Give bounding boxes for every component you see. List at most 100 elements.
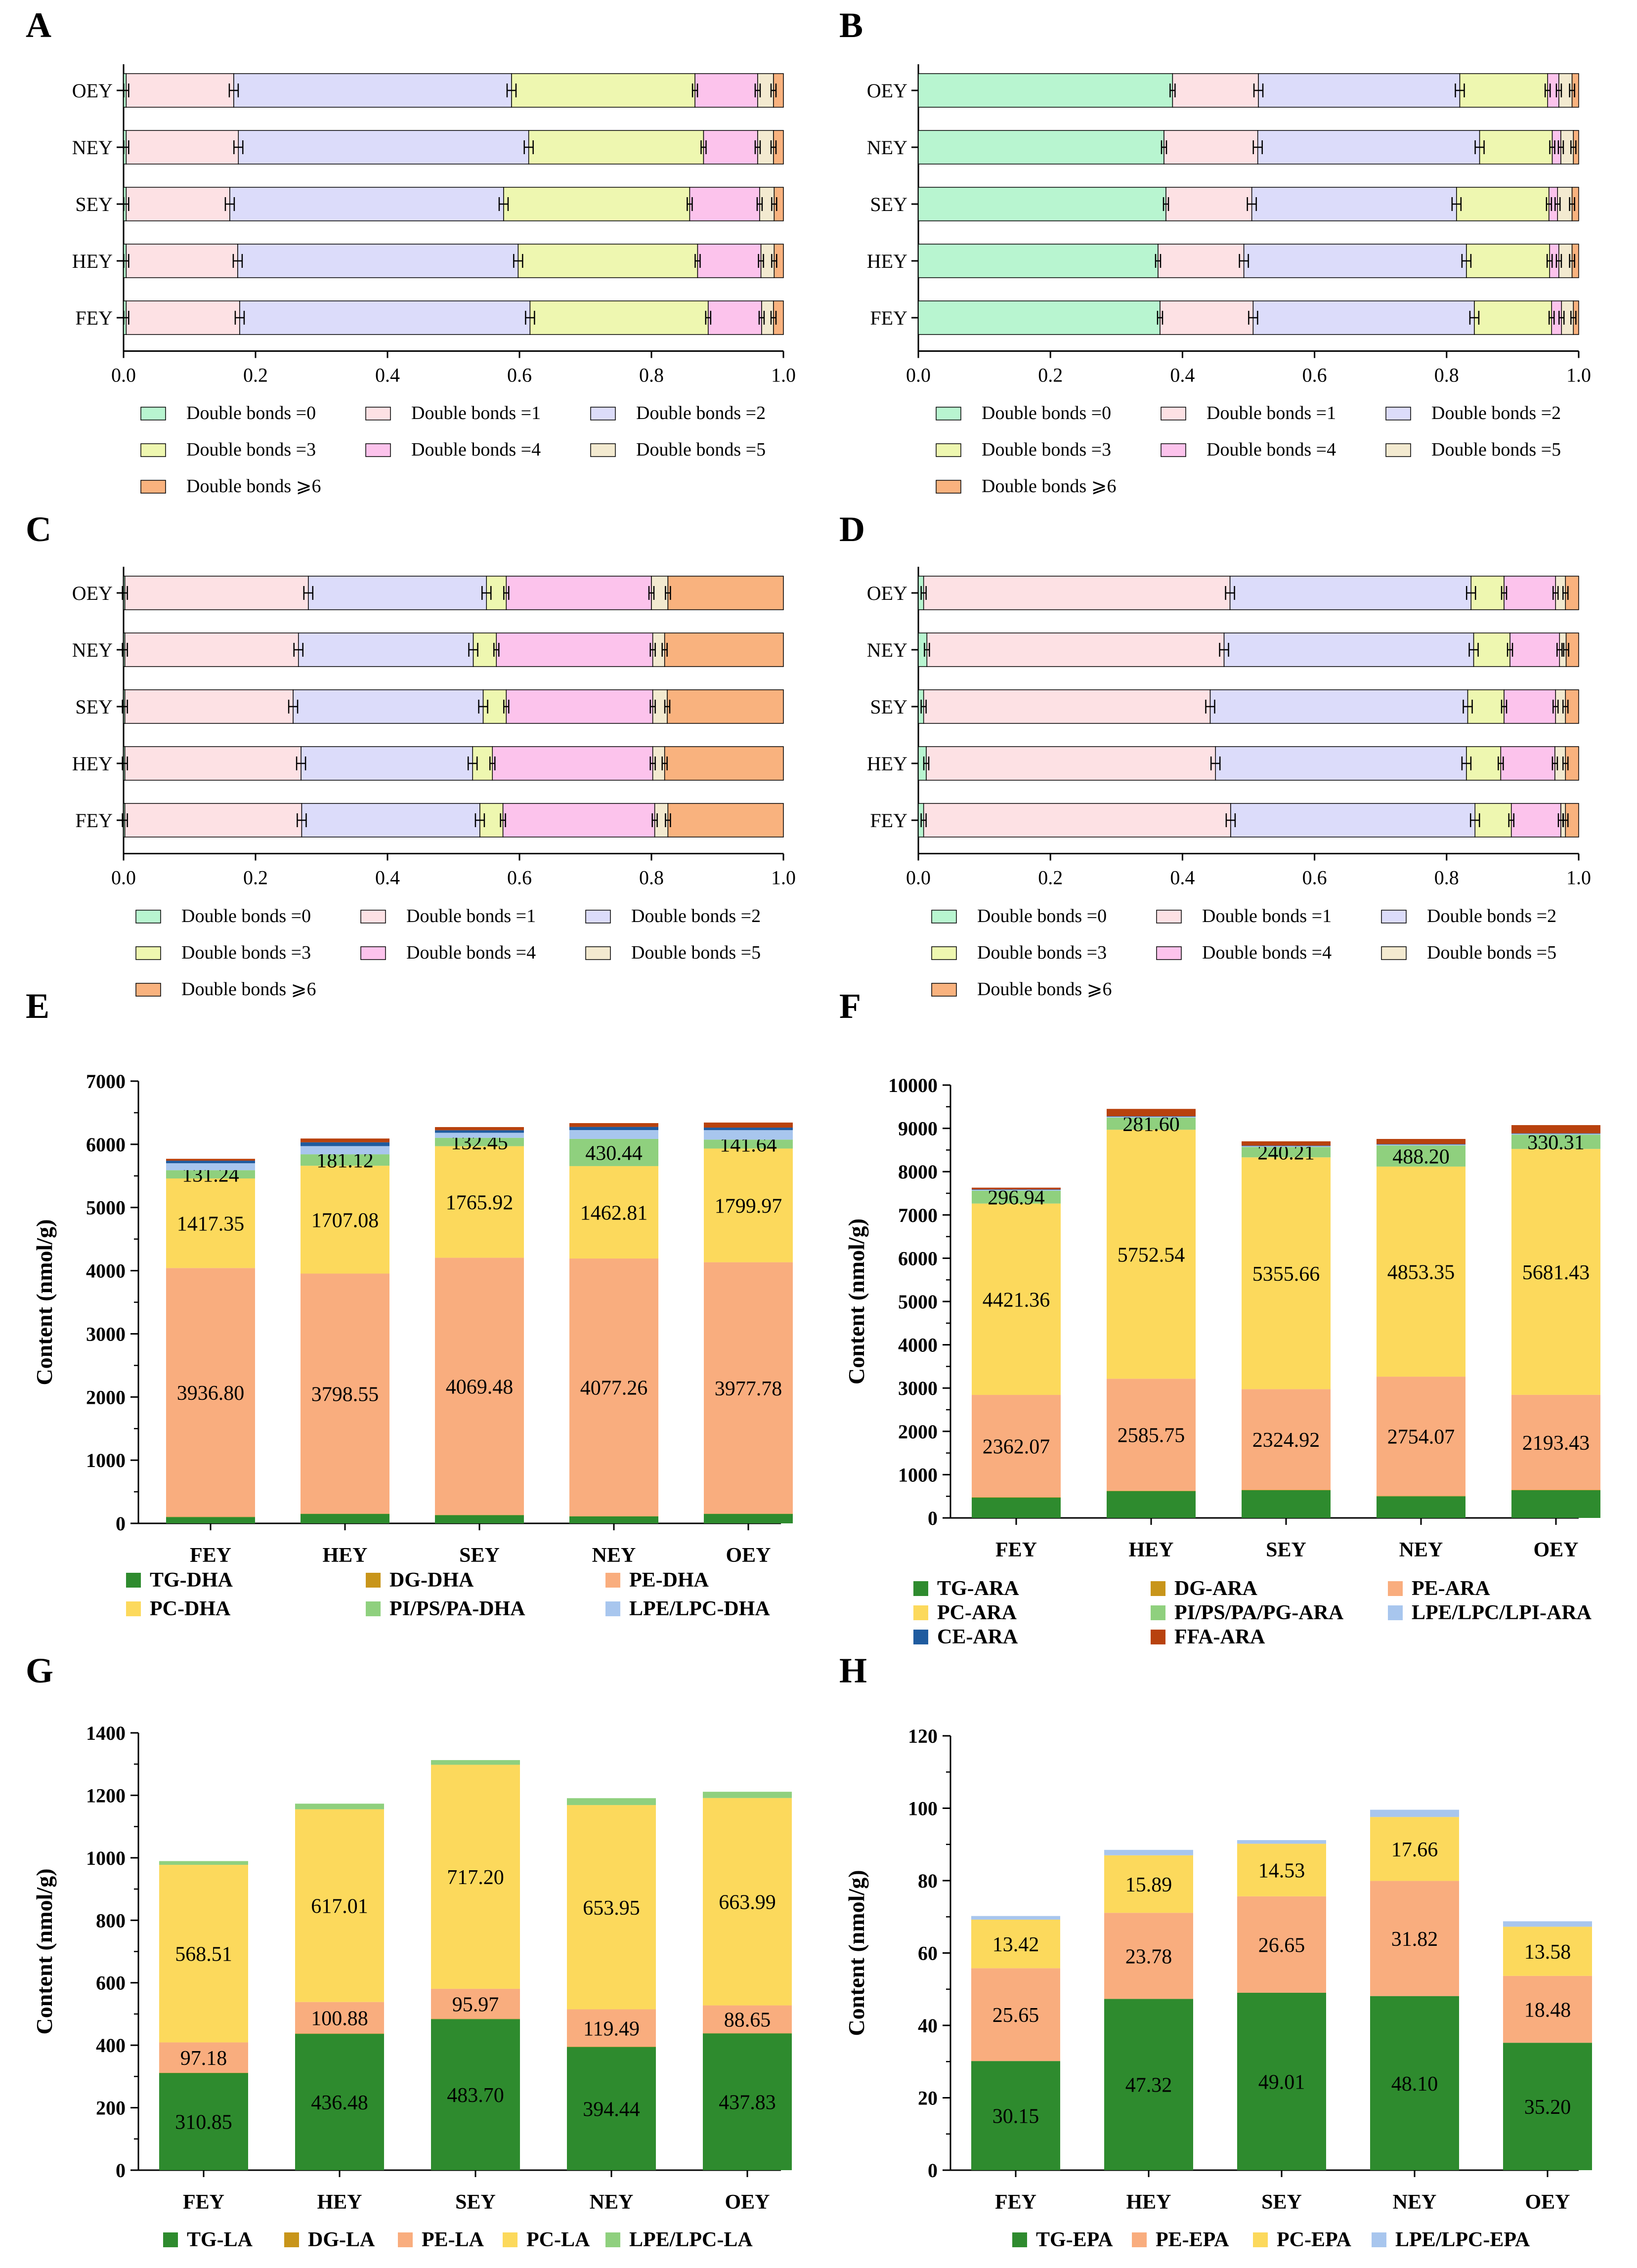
category-label: OEY [1533, 1539, 1578, 1561]
error-bar [1546, 197, 1552, 211]
error-bar [1498, 756, 1504, 770]
legend-label: PC-ARA [937, 1601, 1017, 1624]
legend-label: Double bonds =2 [1427, 906, 1556, 926]
legend-swatch [913, 1581, 928, 1596]
bar-segment [1209, 689, 1468, 724]
bar-segment [569, 1130, 658, 1139]
legend-label: PE-LA [422, 2228, 484, 2251]
data-label: 4069.48 [446, 1376, 514, 1399]
error-bar [1501, 700, 1508, 714]
legend-label: Double bonds =5 [636, 439, 766, 460]
category-label: SEY [870, 193, 907, 215]
category-label: HEY [1126, 2191, 1171, 2214]
bar-segment [1107, 1491, 1196, 1518]
bar-segment [295, 2034, 384, 2170]
error-bar [1169, 84, 1176, 97]
bar-segment [1503, 1975, 1592, 2043]
legend-swatch [590, 407, 616, 420]
error-bar [506, 84, 517, 97]
category-label: OEY [725, 2191, 770, 2214]
data-label: 35.20 [1524, 2096, 1571, 2119]
bar-segment [1473, 632, 1510, 667]
legend-label: DG-ARA [1174, 1577, 1258, 1600]
bar-segment [1470, 576, 1505, 610]
error-bar [920, 700, 927, 714]
bar-segment [918, 130, 1164, 165]
error-bar [1157, 311, 1163, 325]
bar-segment [1237, 1993, 1326, 2170]
legend-swatch [135, 983, 161, 997]
x-tick-label: 0.2 [1038, 364, 1063, 386]
error-bar [1474, 140, 1485, 154]
bar-segment [511, 73, 695, 108]
bar-segment [923, 689, 1211, 724]
legend-label: LPE/LPC-LA [629, 2228, 753, 2251]
data-label: 48.10 [1391, 2073, 1438, 2096]
bar-segment [1377, 1496, 1465, 1518]
bar-segment [704, 1128, 793, 1131]
category-label: HEY [72, 250, 113, 272]
bar-segment [159, 1865, 248, 2043]
error-bar [303, 586, 314, 600]
bar-segment [664, 746, 784, 781]
bar-segment [517, 244, 698, 278]
bar-segment [1229, 576, 1471, 610]
legend-label: PI/PS/PA-DHA [389, 1597, 525, 1620]
category-label: OEY [72, 80, 113, 102]
panel-letter-e: E [26, 986, 49, 1026]
bar-segment [667, 689, 784, 724]
bar-segment [972, 1189, 1061, 1190]
x-tick-label: 0.2 [243, 364, 268, 386]
panel-f: 0 1000 2000 3000 4000 5000 6000 7000 8000 9000 100… [844, 1074, 1600, 1648]
bar-segment [1237, 1896, 1326, 1993]
legend-label: Double bonds =2 [631, 906, 761, 926]
error-bar [770, 84, 777, 97]
data-label: 18.48 [1524, 1999, 1571, 2021]
category-label: FEY [995, 1539, 1037, 1561]
bar-segment [295, 2002, 384, 2034]
y-tick-label: 0 [928, 2159, 938, 2182]
bar-segment [704, 1139, 793, 1149]
error-bar [648, 586, 655, 600]
y-tick-label: 80 [918, 1870, 938, 1892]
bar-segment [972, 1189, 1061, 1191]
error-bar [664, 700, 671, 714]
bar-segment [1377, 1139, 1465, 1144]
legend-swatch [585, 910, 611, 924]
bar-segment [1377, 1144, 1465, 1145]
error-bar [1562, 756, 1569, 770]
legend-swatch [366, 1601, 381, 1616]
bar-segment [1237, 1840, 1326, 1844]
data-label: 568.51 [175, 1943, 232, 1966]
bar-segment [435, 1258, 524, 1515]
bar-segment [1377, 1166, 1465, 1377]
bar-segment [435, 1127, 524, 1131]
category-label: SEY [459, 1544, 500, 1567]
category-label: SEY [75, 696, 113, 718]
data-label: 2362.07 [983, 1435, 1050, 1458]
error-bar [665, 586, 671, 600]
error-bar [1219, 643, 1229, 657]
bar-segment [159, 2073, 248, 2170]
panel-letter-h: H [839, 1651, 867, 1690]
bar-segment [1510, 803, 1561, 838]
legend-label: LPE/LPC/LPI-ARA [1412, 1601, 1592, 1624]
error-bar [705, 311, 712, 325]
error-bar [1161, 140, 1167, 154]
bar-segment [567, 2009, 656, 2047]
error-bar [1507, 643, 1513, 657]
bar-segment [1456, 187, 1550, 221]
legend-label: PC-LA [526, 2228, 590, 2251]
category-label: SEY [1266, 1539, 1306, 1561]
panel-letter-c: C [26, 509, 51, 549]
error-bar [1225, 586, 1235, 600]
legend-label: Double bonds =4 [411, 439, 541, 460]
bar-segment [567, 2047, 656, 2170]
data-label: 330.31 [1527, 1132, 1585, 1154]
data-label: 437.83 [719, 2092, 776, 2114]
error-bar [1569, 254, 1575, 268]
bar-segment [1257, 130, 1480, 165]
bar-segment [971, 1919, 1060, 1969]
legend-swatch [1381, 946, 1407, 960]
